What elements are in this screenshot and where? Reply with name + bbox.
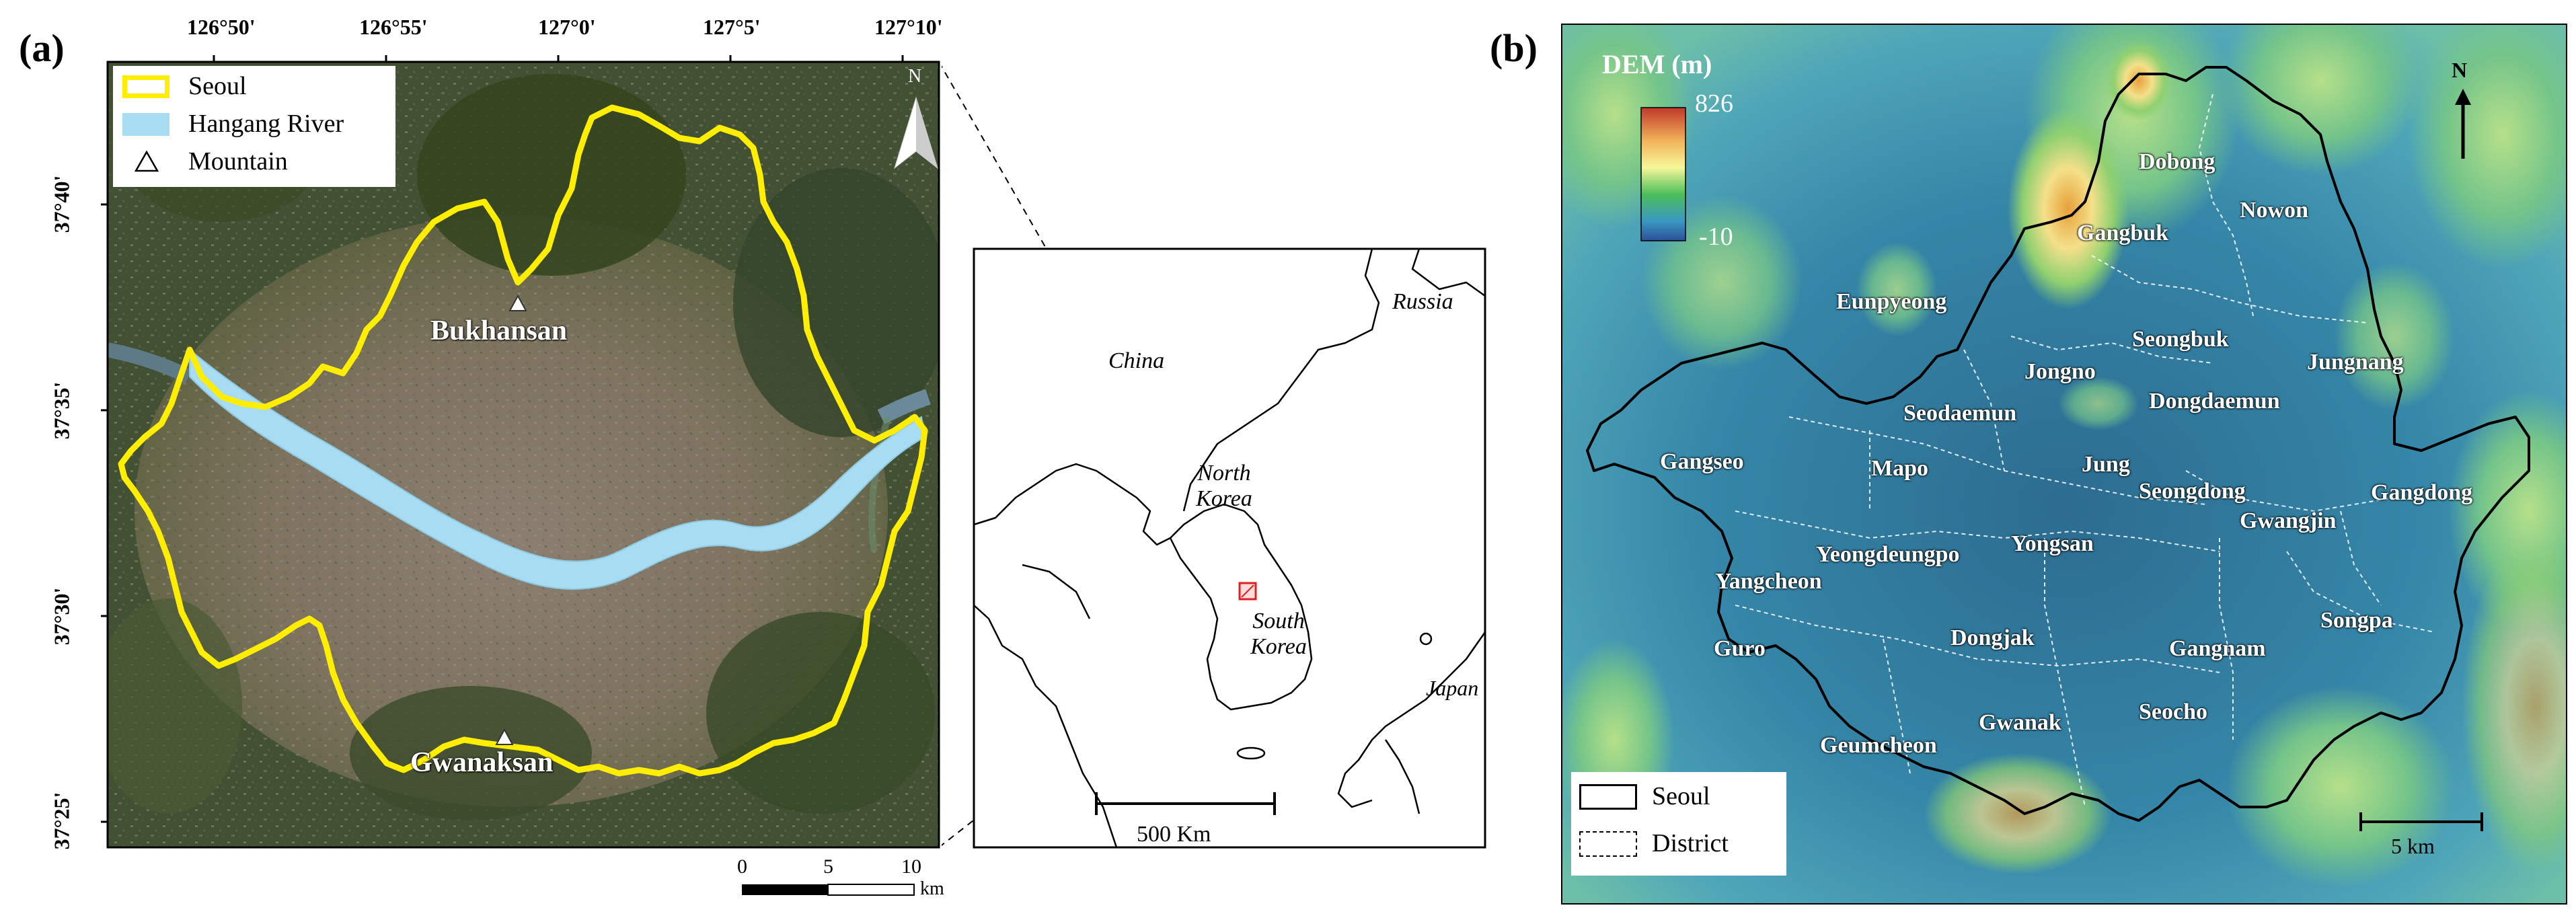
bukhansan-label: Bukhansan — [430, 315, 568, 346]
lon-tick-4: 127°5' — [703, 15, 761, 39]
district-yeongdeungpo: Yeongdeungpo — [1816, 542, 1960, 567]
district-mapo: Mapo — [1871, 456, 1928, 481]
bukhansan-triangle — [508, 294, 527, 311]
district-jung: Jung — [2082, 452, 2130, 477]
district-gangbuk: Gangbuk — [2077, 221, 2169, 245]
lat-tick-4: 37°25' — [49, 792, 74, 850]
district-geumcheon: Geumcheon — [1820, 733, 1937, 758]
legend-b-seoul-label: Seoul — [1652, 782, 1710, 810]
legend-b-district-symbol — [1579, 831, 1637, 857]
scale-a-unit: km — [920, 878, 944, 899]
district-seodaemun: Seodaemun — [1903, 401, 2017, 426]
scale-a-0: 0 — [737, 855, 747, 878]
district-eunpyeong: Eunpyeong — [1836, 289, 1947, 314]
inset-label-china: China — [1108, 348, 1165, 373]
legend-mountain-icon — [134, 150, 159, 172]
lat-tick-2: 37°35' — [49, 381, 74, 440]
inset-label-japan: Japan — [1426, 676, 1479, 700]
north-label-b: N — [2452, 58, 2468, 82]
scale-bar-inset — [1095, 792, 1276, 815]
north-arrow-b-icon — [2455, 89, 2471, 159]
district-dobong: Dobong — [2139, 149, 2215, 174]
district-gwanak: Gwanak — [1979, 710, 2061, 735]
district-jungnang: Jungnang — [2307, 350, 2404, 375]
dem-map — [1561, 24, 2567, 905]
lon-tick-3: 127°0' — [538, 15, 596, 39]
district-guro: Guro — [1714, 636, 1766, 661]
inset-scale-label: 500 Km — [1137, 822, 1211, 847]
north-label-a: N — [908, 66, 922, 87]
district-jongno: Jongno — [2024, 359, 2096, 384]
inset-label-russia: Russia — [1392, 289, 1453, 314]
legend-seoul-label: Seoul — [188, 72, 247, 100]
legend-seoul-symbol — [122, 75, 169, 98]
inset-label-south-korea: South Korea — [1250, 609, 1307, 659]
legend-a: Seoul Hangang River Mountain — [113, 66, 395, 187]
district-songpa: Songpa — [2320, 608, 2393, 633]
lat-tick-1: 37°40' — [49, 175, 74, 233]
dem-color-bar — [1640, 107, 1686, 241]
scale-a-10: 10 — [901, 855, 921, 878]
legend-river-symbol — [122, 113, 169, 136]
legend-b-seoul-symbol — [1579, 784, 1637, 810]
scale-a-5: 5 — [823, 855, 833, 878]
district-yongsan: Yongsan — [2011, 531, 2094, 556]
district-gwangjin: Gwangjin — [2240, 508, 2337, 533]
lon-tick-1: 126°50' — [187, 15, 256, 39]
dem-max: 826 — [1695, 89, 1733, 118]
inset-map — [942, 65, 1486, 849]
legend-river-label: Hangang River — [188, 110, 344, 138]
district-gangseo: Gangseo — [1660, 449, 1744, 474]
dem-min: -10 — [1699, 223, 1733, 251]
lat-tick-3: 37°30' — [49, 587, 74, 646]
gwanaksan-label: Gwanaksan — [410, 747, 554, 778]
legend-b: Seoul District — [1571, 772, 1786, 876]
district-gangdong: Gangdong — [2371, 480, 2473, 505]
lon-tick-2: 126°55' — [359, 15, 428, 39]
district-dongjak: Dongjak — [1950, 625, 2035, 650]
panel-b-letter: (b) — [1490, 26, 1538, 70]
district-dongdaemun: Dongdaemun — [2149, 389, 2280, 414]
legend-b-district-label: District — [1652, 829, 1729, 857]
dem-title: DEM (m) — [1602, 49, 1712, 79]
panel-a-letter: (a) — [19, 26, 65, 70]
district-nowon: Nowon — [2240, 198, 2309, 223]
gwanaksan-triangle — [495, 728, 514, 745]
district-seongdong: Seongdong — [2139, 479, 2246, 504]
scale-bar-b — [2359, 812, 2483, 831]
inset-label-north-korea: North Korea — [1196, 461, 1252, 511]
district-gangnam: Gangnam — [2169, 636, 2266, 661]
scale-bar-a — [742, 884, 915, 896]
district-yangcheon: Yangcheon — [1715, 569, 1822, 594]
north-arrow-icon — [894, 96, 938, 169]
district-seongbuk: Seongbuk — [2132, 327, 2229, 352]
legend-mountain-label: Mountain — [188, 147, 288, 176]
lon-tick-5: 127°10' — [874, 15, 943, 39]
scale-b-label: 5 km — [2391, 834, 2435, 858]
district-seocho: Seocho — [2139, 699, 2207, 724]
